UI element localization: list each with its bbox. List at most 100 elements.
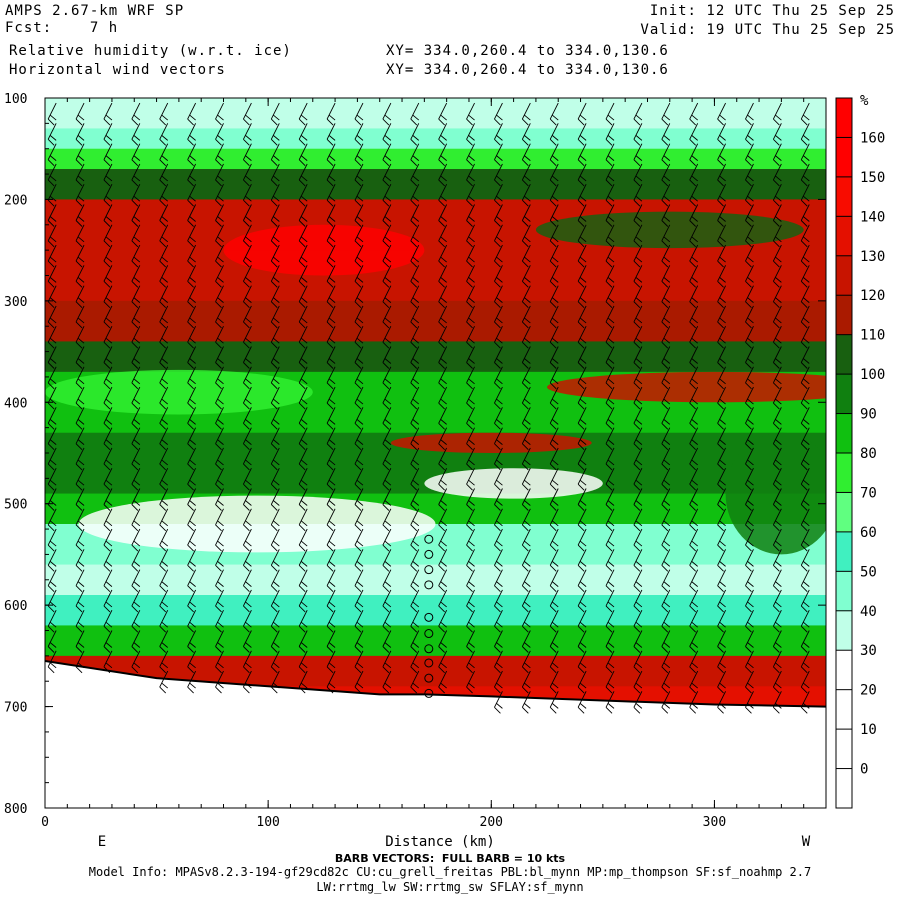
wind-barb — [745, 143, 754, 166]
wind-barb — [577, 305, 587, 329]
wind-barb — [159, 427, 169, 450]
wind-barb — [661, 143, 671, 166]
wind-barb — [382, 143, 392, 166]
wind-barb — [215, 285, 224, 308]
wind-barb — [103, 346, 113, 369]
wind-barb — [521, 691, 531, 714]
wind-barb — [521, 427, 531, 450]
wind-barb — [159, 468, 169, 491]
wind-barb — [243, 366, 252, 390]
wind-barb — [354, 163, 364, 187]
wind-barb — [605, 427, 615, 450]
wind-barb — [270, 326, 280, 349]
wind-barb — [215, 528, 224, 552]
wind-barb — [521, 184, 531, 207]
wind-barb — [800, 630, 810, 653]
wind-barb — [243, 163, 252, 187]
wind-barb — [800, 427, 810, 450]
rh-band — [45, 148, 826, 170]
wind-barb — [745, 123, 754, 146]
x-axis-label: Distance (km) — [385, 834, 495, 850]
wind-barb — [187, 670, 197, 694]
wind-barb — [745, 386, 754, 410]
wind-barb — [466, 163, 475, 187]
wind-barb — [298, 670, 308, 694]
wind-barb — [243, 427, 252, 450]
wind-barb — [689, 488, 699, 511]
wind-barb — [745, 630, 754, 653]
wind-barb — [243, 528, 252, 552]
wind-barb — [131, 569, 141, 592]
wind-barb — [800, 670, 810, 694]
wind-barb — [298, 184, 308, 207]
wind-barb — [745, 508, 754, 532]
wind-barb — [717, 610, 726, 633]
wind-barb — [131, 407, 141, 430]
wind-barb — [577, 143, 587, 166]
wind-barb — [410, 407, 420, 430]
wind-barb — [270, 285, 280, 308]
wind-barb — [382, 549, 392, 572]
wind-barb — [717, 427, 726, 450]
x-right-end-label: W — [802, 834, 811, 850]
wind-barb — [466, 427, 475, 450]
rh-band — [45, 98, 826, 130]
wind-barb — [494, 163, 503, 187]
wind-barb — [633, 630, 643, 653]
wind-barb — [717, 386, 726, 410]
wind-barb — [410, 366, 420, 390]
wind-barb — [215, 326, 224, 349]
calm-circle — [424, 534, 434, 544]
wind-barb — [438, 528, 448, 552]
wind-barb — [159, 265, 169, 288]
wind-barb — [103, 224, 113, 248]
wind-barb — [47, 528, 57, 552]
wind-barb — [633, 407, 643, 430]
wind-barb — [521, 407, 531, 430]
wind-barb — [159, 102, 169, 126]
wind-barb — [270, 346, 280, 369]
wind-barb — [159, 670, 169, 694]
wind-barb — [298, 488, 308, 511]
wind-barb — [605, 265, 615, 288]
wind-barb — [800, 508, 810, 532]
wind-barb — [75, 184, 85, 207]
wind-barb — [717, 102, 726, 126]
wind-barb — [466, 488, 475, 511]
wind-barb — [772, 204, 782, 227]
wind-barb — [521, 528, 531, 552]
colorbar-label: 120 — [860, 288, 885, 304]
wind-barb — [772, 549, 782, 572]
rh-anomaly — [223, 224, 425, 276]
wind-barb — [661, 366, 671, 390]
wind-barb — [772, 447, 782, 471]
wind-barb — [521, 244, 531, 268]
wind-barb — [354, 589, 364, 613]
wind-barb — [103, 569, 113, 592]
wind-barb — [521, 650, 531, 674]
wind-barb — [243, 305, 252, 329]
wind-barb — [689, 123, 699, 146]
wind-barb — [410, 427, 420, 450]
wind-barb — [103, 508, 113, 532]
wind-barb — [549, 204, 559, 227]
wind-barb — [549, 326, 559, 349]
wind-barb — [75, 407, 85, 430]
wind-barb — [326, 346, 336, 369]
y-tick-label: 100 — [4, 92, 27, 107]
wind-barb — [577, 691, 587, 714]
wind-barb — [410, 143, 420, 166]
wind-barb — [131, 650, 141, 674]
wind-barb — [772, 244, 782, 268]
rh-band — [45, 128, 826, 150]
wind-barb — [187, 589, 197, 613]
wind-barb — [103, 163, 113, 187]
wind-barb — [633, 528, 643, 552]
wind-barb — [689, 386, 699, 410]
wind-barb — [47, 488, 57, 511]
wind-barb — [47, 630, 57, 653]
section-endpoints-2: XY= 334.0,260.4 to 334.0,130.6 — [386, 62, 669, 78]
wind-barb — [187, 204, 197, 227]
wind-barb — [159, 326, 169, 349]
wind-barb — [382, 285, 392, 308]
